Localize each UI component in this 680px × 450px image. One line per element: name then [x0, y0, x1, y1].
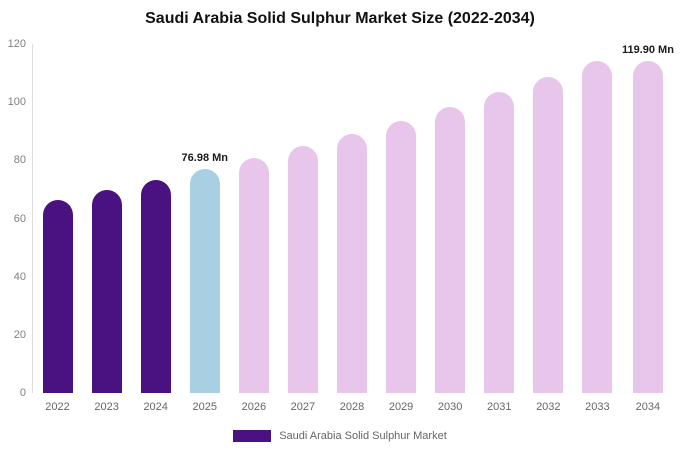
bar-column-2031: 2031 — [475, 44, 524, 413]
bar-column-2033: 2033 — [573, 44, 622, 413]
bar-column-2029: 2029 — [377, 44, 426, 413]
y-tick-label: 20 — [13, 328, 26, 341]
y-axis: 0 20 40 60 80 100 120 — [0, 38, 30, 399]
x-axis-label-2026: 2026 — [241, 401, 267, 413]
bar-2030 — [435, 106, 466, 393]
bar-value-label: 76.98 Mn — [181, 152, 228, 165]
legend-label: Saudi Arabia Solid Sulphur Market — [279, 430, 447, 442]
y-tick-label: 0 — [19, 387, 26, 399]
legend-item[interactable]: Saudi Arabia Solid Sulphur Market — [0, 430, 680, 442]
bar-column-2027: 2027 — [278, 44, 327, 413]
bar-column-2028: 2028 — [327, 44, 376, 413]
x-axis-label-2032: 2032 — [536, 401, 561, 413]
bar-2032 — [533, 77, 564, 393]
bar-chart: 0 20 40 60 80 100 120 2022 2023 2024 76.98 Mn 2025… — [0, 38, 674, 413]
legend-swatch — [233, 430, 272, 442]
chart-title: Saudi Arabia Solid Sulphur Market Size (… — [145, 10, 535, 27]
x-axis-label-2028: 2028 — [339, 401, 365, 413]
bar-2029 — [386, 120, 417, 393]
y-tick-label: 80 — [13, 154, 26, 167]
bar-column-2030: 2030 — [426, 44, 475, 413]
bar-2027 — [287, 146, 318, 393]
x-axis-label-2027: 2027 — [290, 401, 316, 413]
bar-column-2032: 2032 — [524, 44, 573, 413]
bar-2026 — [238, 157, 269, 393]
x-axis-label-2030: 2030 — [437, 401, 463, 413]
y-tick-label: 40 — [13, 270, 26, 283]
x-axis-label-2033: 2033 — [585, 401, 610, 413]
bar-column-2025: 76.98 Mn 2025 — [180, 44, 229, 413]
bar-column-2026: 2026 — [229, 44, 278, 413]
bar-column-2024: 2024 — [131, 44, 180, 413]
x-axis-label-2029: 2029 — [388, 401, 414, 413]
y-tick-label: 120 — [7, 38, 26, 50]
x-axis-label-2022: 2022 — [45, 401, 70, 413]
bar-2025 — [189, 169, 220, 393]
bar-2028 — [337, 133, 367, 393]
x-axis-label-2034: 2034 — [635, 401, 661, 413]
x-axis-label-2025: 2025 — [192, 401, 217, 413]
plot-area: 2022 2023 2024 76.98 Mn 2025 2026 2027 2028 2029… — [32, 44, 674, 413]
bar-2033 — [582, 61, 613, 393]
y-tick-label: 100 — [7, 96, 26, 109]
bar-2024 — [140, 179, 171, 393]
bar-2031 — [484, 92, 515, 393]
bar-column-2023: 2023 — [82, 44, 131, 413]
y-tick-label: 60 — [13, 212, 26, 225]
x-axis-label-2023: 2023 — [94, 401, 119, 413]
x-axis-label-2031: 2031 — [486, 401, 512, 413]
bar-column-2034: 119.90 Mn 2034 — [621, 44, 674, 413]
bar-column-2022: 2022 — [33, 44, 82, 413]
bar-2034 — [632, 61, 663, 393]
bar-value-label: 119.90 Mn — [621, 44, 674, 56]
bar-2022 — [42, 199, 73, 393]
x-axis-label-2024: 2024 — [143, 401, 168, 413]
bar-2023 — [91, 190, 122, 393]
